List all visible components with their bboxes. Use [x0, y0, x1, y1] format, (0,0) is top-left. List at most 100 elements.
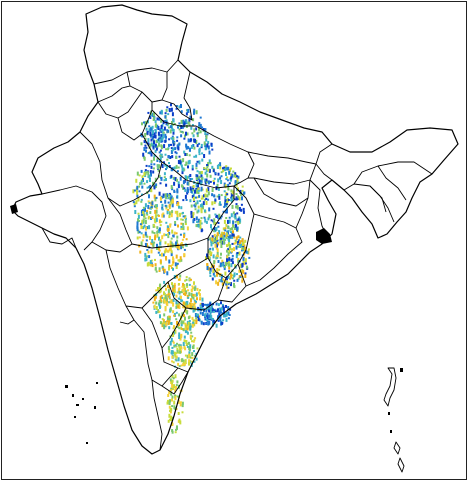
data-cell — [225, 317, 228, 322]
data-cell — [207, 187, 210, 192]
data-cell — [149, 260, 152, 264]
data-cell — [180, 110, 183, 114]
data-cell — [213, 201, 216, 205]
data-cell — [151, 230, 154, 234]
data-cell — [224, 238, 227, 241]
data-cell — [158, 249, 161, 252]
data-cell — [188, 147, 191, 152]
data-cell — [180, 222, 183, 225]
data-cell — [172, 129, 175, 132]
data-cell — [187, 325, 190, 328]
data-cell — [167, 394, 170, 397]
data-cell — [230, 258, 233, 262]
data-cell — [226, 201, 229, 205]
data-cell — [239, 236, 242, 239]
data-cell — [171, 137, 174, 140]
data-cell — [179, 130, 182, 133]
data-cell — [183, 344, 186, 349]
data-cell — [177, 146, 180, 151]
data-cell — [221, 259, 224, 263]
data-cell — [206, 164, 209, 166]
data-cell — [163, 172, 166, 176]
data-cell — [149, 150, 152, 154]
data-cell — [225, 305, 227, 308]
data-cell — [229, 277, 232, 280]
data-cell — [196, 170, 199, 173]
data-cell — [137, 229, 140, 234]
data-cell — [217, 308, 219, 313]
data-cell — [185, 143, 188, 148]
data-cell — [167, 129, 170, 133]
data-cell — [162, 324, 165, 327]
data-cell — [149, 263, 152, 267]
data-cell — [206, 253, 208, 258]
data-cell — [204, 171, 207, 175]
data-cell — [175, 352, 178, 355]
data-cell — [200, 210, 203, 214]
state-uttar-pradesh — [151, 109, 255, 189]
data-cell — [159, 160, 162, 163]
data-cell — [164, 204, 167, 207]
data-cell — [192, 214, 195, 219]
data-cell — [227, 260, 230, 264]
data-cell — [212, 271, 215, 276]
data-cell — [208, 207, 211, 212]
state-chhattisgarh — [207, 185, 255, 279]
data-cell — [168, 316, 171, 321]
data-cell — [146, 170, 149, 173]
data-cell — [199, 123, 202, 128]
data-cell — [198, 122, 201, 127]
data-cell — [216, 165, 219, 169]
data-cell — [148, 194, 150, 199]
data-cell — [161, 110, 163, 114]
data-cell — [165, 287, 167, 291]
data-cell — [201, 312, 204, 316]
state-rajasthan — [79, 131, 163, 207]
data-cell — [192, 287, 194, 290]
data-cell — [169, 223, 172, 228]
data-cell — [183, 137, 186, 140]
data-cell — [213, 218, 216, 223]
data-cell — [237, 181, 240, 184]
data-cell — [169, 198, 172, 203]
data-cell — [178, 287, 181, 290]
data-cell — [172, 310, 175, 314]
data-cell — [195, 300, 197, 303]
data-cell — [150, 217, 153, 220]
data-cell — [191, 316, 194, 320]
data-cell — [172, 261, 175, 264]
state-madhya-pradesh — [107, 186, 235, 249]
data-cell — [190, 215, 193, 219]
data-cell — [152, 301, 155, 304]
data-cell — [188, 123, 191, 126]
data-cell — [227, 219, 229, 224]
data-cell — [213, 275, 216, 278]
data-cell — [176, 210, 179, 215]
data-cell — [189, 174, 192, 177]
data-cell — [180, 401, 182, 404]
data-cell — [140, 200, 143, 203]
data-cell — [174, 223, 177, 226]
data-cell — [211, 165, 214, 169]
data-cell — [236, 207, 239, 210]
data-cell — [195, 357, 198, 361]
data-cell — [181, 125, 184, 129]
data-cell — [200, 217, 203, 220]
data-cell — [168, 211, 171, 216]
data-cell — [184, 322, 187, 326]
data-cell — [185, 340, 188, 344]
data-cell — [180, 245, 182, 250]
data-cell — [171, 360, 174, 363]
data-cell — [179, 345, 182, 348]
data-cell — [163, 233, 166, 237]
data-cell — [175, 384, 178, 387]
state-kerala — [151, 379, 163, 451]
data-cell — [186, 300, 189, 305]
data-cell — [178, 205, 180, 209]
data-cell — [220, 307, 223, 311]
data-cell — [173, 166, 176, 170]
data-cell — [195, 216, 198, 221]
data-cell — [173, 282, 176, 286]
data-cell — [164, 294, 167, 299]
data-cell — [154, 294, 157, 299]
